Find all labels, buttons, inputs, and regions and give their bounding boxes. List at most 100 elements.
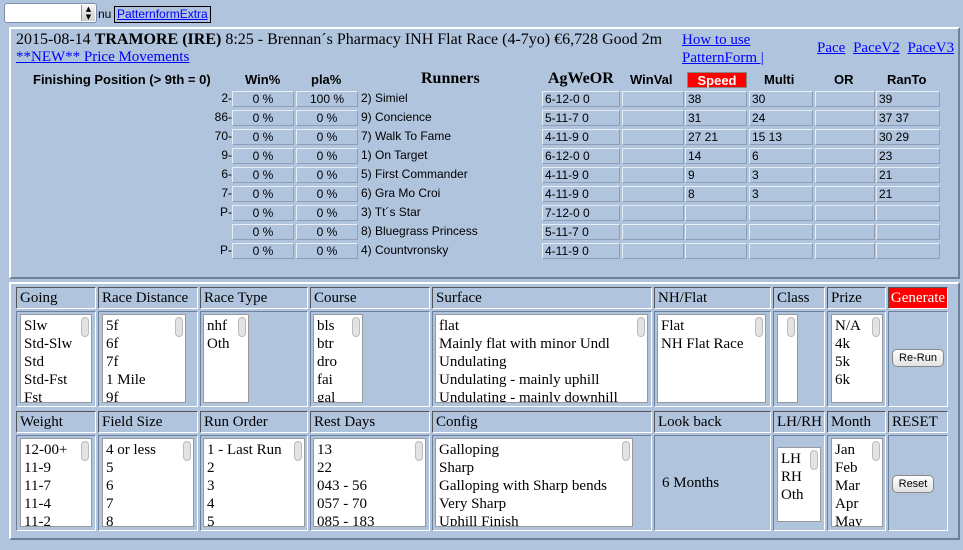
fieldsize-list[interactable]: 4 or less 5 6 7 8 (102, 438, 194, 527)
list-option[interactable]: Feb (835, 460, 858, 476)
list-option[interactable]: Undulating (439, 354, 507, 370)
list-option[interactable]: May (835, 514, 863, 527)
list-option[interactable]: 11-4 (24, 496, 51, 512)
generate-button[interactable]: Generate (888, 287, 948, 309)
scrollbar-thumb[interactable] (175, 317, 183, 337)
list-option[interactable]: 2 (207, 460, 215, 476)
how-to-use-link[interactable]: How to use PatternForm | (682, 32, 764, 66)
scrollbar-thumb[interactable] (81, 441, 89, 461)
list-option[interactable]: 12-00+ (24, 442, 68, 458)
list-option[interactable]: 5 (106, 460, 114, 476)
list-option[interactable]: 5k (835, 354, 850, 370)
look-back-value[interactable]: 6 Months (662, 475, 720, 491)
price-movements-link[interactable]: **NEW** Price Movements (16, 49, 190, 65)
racetype-list[interactable]: nhf Oth (203, 314, 249, 403)
list-option[interactable]: Galloping (439, 442, 499, 458)
month-list[interactable]: Jan Feb Mar Apr May (831, 438, 883, 527)
list-option[interactable]: Fst (24, 390, 43, 403)
list-option[interactable]: 9f (106, 390, 119, 403)
list-option[interactable]: Slw (24, 318, 48, 334)
list-option[interactable]: 22 (317, 460, 332, 476)
scrollbar-thumb[interactable] (352, 317, 360, 337)
list-option[interactable]: LH (781, 451, 801, 467)
surface-list[interactable]: flat Mainly flat with minor Undl Undulatin… (435, 314, 648, 403)
list-option[interactable]: flat (439, 318, 459, 334)
list-option[interactable]: Flat (661, 318, 685, 334)
reset-button[interactable]: Reset (892, 475, 934, 493)
navigation-select[interactable]: ▲ ▼ (4, 3, 97, 23)
list-option[interactable]: Very Sharp (439, 496, 507, 512)
list-option[interactable]: Undulating - mainly downhill (439, 390, 618, 403)
config-list[interactable]: Galloping Sharp Galloping with Sharp bends… (435, 438, 633, 527)
list-option[interactable]: Uphill Finish (439, 514, 519, 527)
runner-name[interactable]: 4) Countvronsky (361, 243, 449, 257)
list-option[interactable]: N/A (835, 318, 861, 334)
pace-link[interactable]: Pace (817, 40, 846, 56)
select-stepper-icon[interactable]: ▲ ▼ (81, 5, 95, 21)
list-option[interactable]: 8 (106, 514, 114, 527)
list-option[interactable]: 11-9 (24, 460, 51, 476)
list-option[interactable]: Std-Slw (24, 336, 73, 352)
scrollbar-thumb[interactable] (872, 441, 880, 461)
list-option[interactable]: dro (317, 354, 337, 370)
runner-name[interactable]: 3) Tt´s Star (361, 205, 421, 219)
list-option[interactable]: Std-Fst (24, 372, 68, 388)
col-speed[interactable]: Speed (687, 72, 747, 88)
scrollbar-thumb[interactable] (810, 450, 818, 470)
list-option[interactable]: Jan (835, 442, 855, 458)
list-option[interactable]: 057 - 70 (317, 496, 367, 512)
list-option[interactable]: 5 (207, 514, 215, 527)
scrollbar-thumb[interactable] (294, 441, 302, 461)
list-option[interactable]: Oth (207, 336, 230, 352)
class-list[interactable] (777, 314, 798, 403)
lhrh-list[interactable]: LH RH Oth (777, 447, 821, 522)
scrollbar-thumb[interactable] (787, 317, 795, 337)
course-list[interactable]: bls btr dro fai gal (313, 314, 363, 403)
list-option[interactable]: Undulating - mainly uphill (439, 372, 600, 388)
runner-name[interactable]: 6) Gra Mo Croi (361, 186, 441, 200)
list-option[interactable]: 085 - 183 (317, 514, 375, 527)
nhflat-list[interactable]: Flat NH Flat Race (657, 314, 766, 403)
distance-list[interactable]: 5f 6f 7f 1 Mile 9f (102, 314, 186, 403)
runner-name[interactable]: 5) First Commander (361, 167, 468, 181)
list-option[interactable]: 6k (835, 372, 850, 388)
runorder-list[interactable]: 1 - Last Run 2 3 4 5 (203, 438, 305, 527)
list-option[interactable]: gal (317, 390, 336, 403)
list-option[interactable]: RH (781, 469, 802, 485)
list-option[interactable]: 4k (835, 336, 850, 352)
list-option[interactable]: 11-7 (24, 478, 51, 494)
list-option[interactable]: 7f (106, 354, 119, 370)
list-option[interactable]: 11-2 (24, 514, 51, 527)
list-option[interactable]: 1 Mile (106, 372, 146, 388)
list-option[interactable]: Std (24, 354, 45, 370)
rerun-button[interactable]: Re-Run (892, 349, 944, 367)
pacev3-link[interactable]: PaceV3 (907, 40, 955, 56)
list-option[interactable]: 043 - 56 (317, 478, 367, 494)
list-option[interactable]: Oth (781, 487, 804, 503)
scrollbar-thumb[interactable] (415, 441, 423, 461)
runner-name[interactable]: 1) On Target (361, 148, 428, 162)
runner-name[interactable]: 9) Concience (361, 110, 432, 124)
list-option[interactable]: NH Flat Race (661, 336, 744, 352)
scrollbar-thumb[interactable] (872, 317, 880, 337)
runner-name[interactable]: 2) Simiel (361, 91, 408, 105)
list-option[interactable]: 5f (106, 318, 119, 334)
list-option[interactable]: 6 (106, 478, 114, 494)
runner-name[interactable]: 7) Walk To Fame (361, 129, 452, 143)
list-option[interactable]: Mar (835, 478, 860, 494)
list-option[interactable]: 1 - Last Run (207, 442, 282, 458)
list-option[interactable]: Sharp (439, 460, 474, 476)
list-option[interactable]: Galloping with Sharp bends (439, 478, 607, 494)
list-option[interactable]: fai (317, 372, 333, 388)
scrollbar-thumb[interactable] (238, 317, 246, 337)
list-option[interactable]: 7 (106, 496, 114, 512)
list-option[interactable]: 6f (106, 336, 119, 352)
list-option[interactable]: 4 (207, 496, 215, 512)
list-option[interactable]: bls (317, 318, 335, 334)
patternform-extra-link[interactable]: PatternformExtra (114, 6, 211, 23)
list-option[interactable]: Mainly flat with minor Undl (439, 336, 610, 352)
scrollbar-thumb[interactable] (81, 317, 89, 337)
list-option[interactable]: 13 (317, 442, 332, 458)
list-option[interactable]: Apr (835, 496, 859, 512)
runner-name[interactable]: 8) Bluegrass Princess (361, 224, 478, 238)
